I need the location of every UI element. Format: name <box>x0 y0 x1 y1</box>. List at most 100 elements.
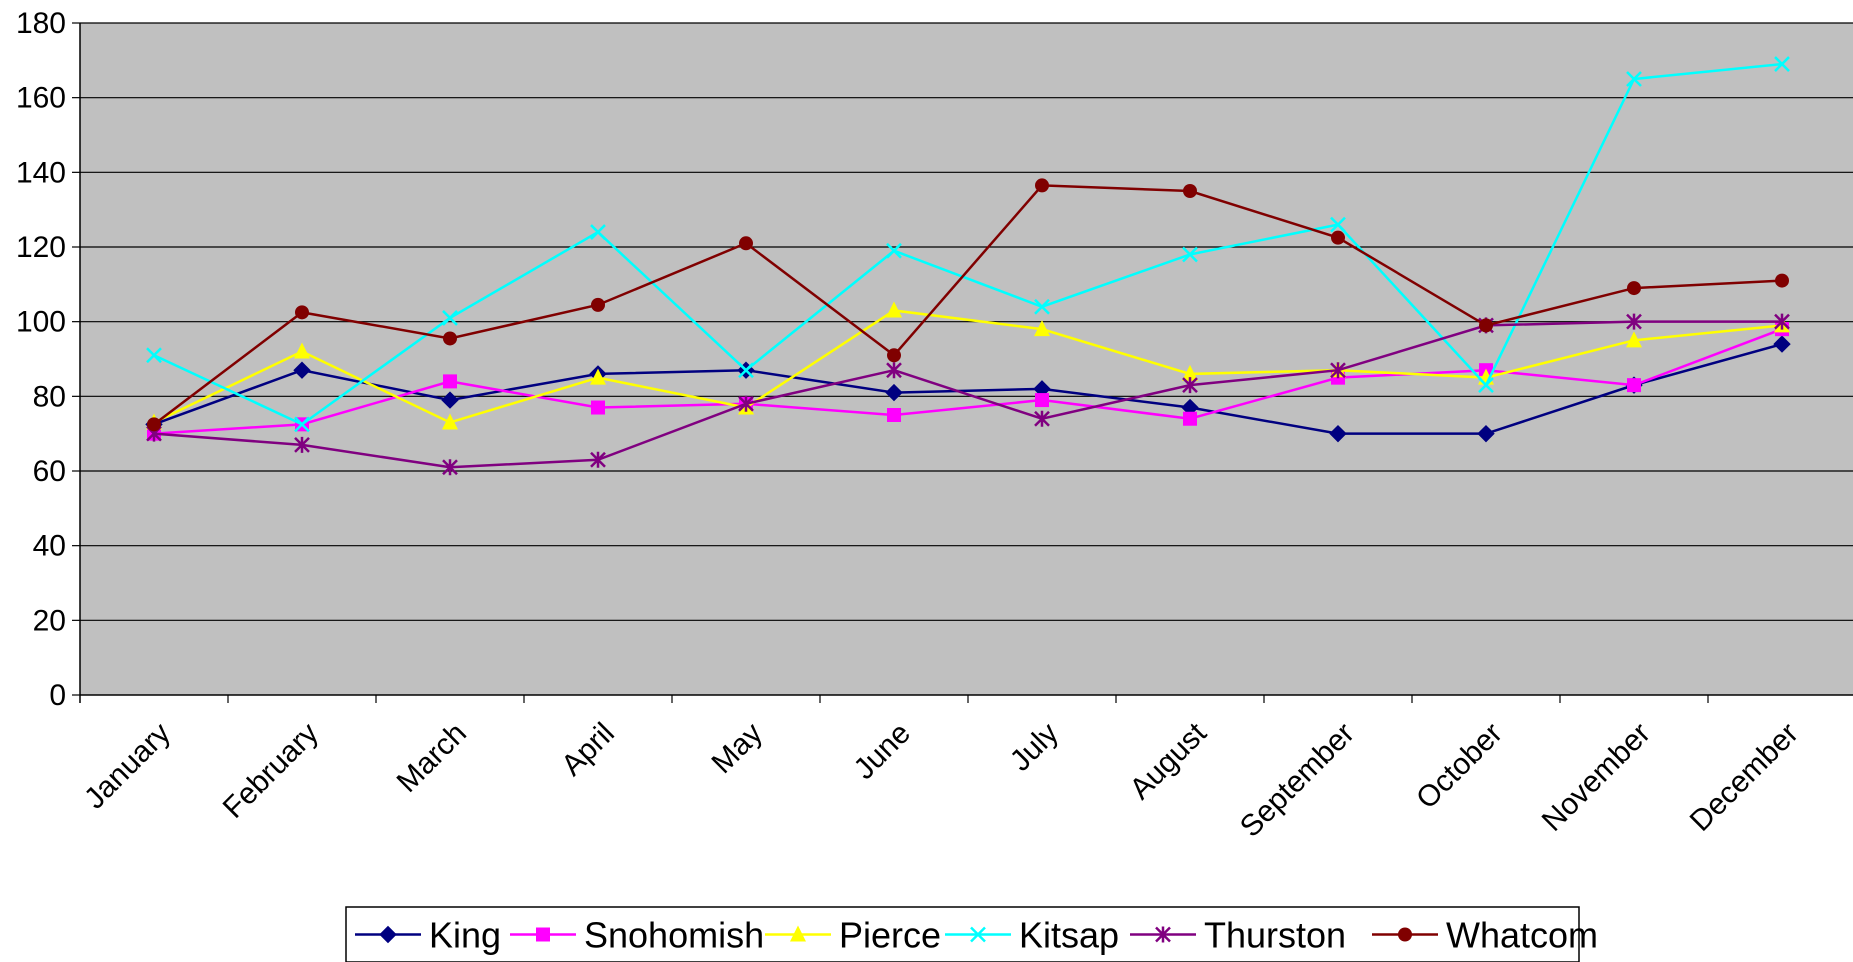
data-point-pierce <box>1182 364 1198 381</box>
y-tick-label: 160 <box>16 82 66 115</box>
data-point-thurston <box>590 451 606 468</box>
y-tick-label: 60 <box>33 455 66 488</box>
data-point-thurston <box>294 436 310 453</box>
x-tick-label: January <box>78 717 177 816</box>
x-tick-label: August <box>1124 716 1214 806</box>
data-point-whatcom <box>443 331 457 346</box>
data-point-whatcom <box>1035 178 1049 193</box>
data-point-whatcom <box>739 236 753 251</box>
x-tick-label: November <box>1536 717 1657 838</box>
x-tick-label: April <box>555 717 621 783</box>
legend-label-snohomish: Snohomish <box>584 915 764 956</box>
data-point-pierce <box>886 301 902 318</box>
data-point-whatcom <box>1183 184 1197 198</box>
series-line-pierce <box>153 309 1783 424</box>
data-point-thurston <box>1626 313 1642 330</box>
data-point-thurston <box>738 395 754 412</box>
x-tick-label: May <box>706 717 769 780</box>
data-point-kitsap <box>590 224 606 240</box>
y-tick-label: 140 <box>16 156 66 189</box>
legend-entry-snohomish: Snohomish <box>510 915 764 956</box>
legend-label-pierce: Pierce <box>839 915 941 956</box>
data-point-whatcom <box>591 297 605 312</box>
data-point-kitsap <box>1478 377 1494 394</box>
legend: King Snohomish Pierce Kitsap Thurston Whatcom <box>345 906 1598 962</box>
data-point-snohomish <box>591 400 605 415</box>
data-point-king <box>441 391 459 409</box>
series-layer <box>145 56 1791 476</box>
legend-entry-whatcom: Whatcom <box>1372 915 1598 956</box>
x-tick-label: September <box>1234 717 1361 844</box>
data-point-kitsap <box>146 347 162 364</box>
legend-marker-thurston <box>1155 926 1171 943</box>
series-line-whatcom <box>153 184 1783 426</box>
data-point-snohomish <box>1035 393 1049 408</box>
data-point-pierce <box>1034 320 1050 337</box>
data-point-kitsap <box>1034 298 1050 315</box>
legend-label-kitsap: Kitsap <box>1019 915 1119 956</box>
x-tick-label: March <box>391 717 473 799</box>
data-point-whatcom <box>147 417 161 432</box>
series-kitsap <box>146 56 1790 433</box>
legend-marker-snohomish <box>536 927 550 942</box>
data-point-king <box>1329 424 1347 443</box>
data-point-kitsap <box>1182 246 1198 263</box>
data-point-thurston <box>442 459 458 476</box>
data-point-whatcom <box>1479 318 1493 333</box>
series-line-thurston <box>153 320 1782 469</box>
y-tick-label: 180 <box>16 7 66 40</box>
data-point-thurston <box>1182 377 1198 394</box>
data-point-kitsap <box>738 362 754 379</box>
data-point-king <box>885 383 903 402</box>
legend-entry-kitsap: Kitsap <box>945 915 1119 956</box>
legend-marker-pierce <box>790 925 806 942</box>
y-tick-label: 80 <box>33 380 66 413</box>
legend-label-thurston: Thurston <box>1204 915 1346 956</box>
x-tick-label: June <box>848 717 917 786</box>
data-point-pierce <box>442 413 458 430</box>
data-point-king <box>1773 335 1791 353</box>
data-point-king <box>293 361 311 379</box>
data-point-snohomish <box>1627 378 1641 393</box>
legend-marker-kitsap <box>970 926 986 943</box>
data-point-kitsap <box>886 242 902 259</box>
data-point-whatcom <box>295 305 309 320</box>
data-point-whatcom <box>887 348 901 363</box>
y-tick-label: 0 <box>49 679 66 712</box>
data-point-snohomish <box>443 374 457 389</box>
data-point-whatcom <box>1627 281 1641 296</box>
data-point-kitsap <box>1774 56 1790 72</box>
data-point-kitsap <box>1626 71 1642 87</box>
series-whatcom <box>147 178 1789 432</box>
data-point-snohomish <box>1183 411 1197 426</box>
legend-marker-king <box>379 925 397 944</box>
series-line-kitsap <box>153 62 1783 426</box>
y-tick-label: 40 <box>33 530 66 563</box>
data-point-kitsap <box>294 416 310 433</box>
data-point-king <box>1477 424 1495 443</box>
legend-entry-thurston: Thurston <box>1130 915 1346 956</box>
legend-label-whatcom: Whatcom <box>1446 915 1598 956</box>
data-point-pierce <box>1626 331 1642 348</box>
series-line-king <box>153 342 1783 435</box>
data-point-pierce <box>294 342 310 359</box>
x-tick-label: October <box>1410 717 1509 816</box>
gridlines <box>80 22 1853 621</box>
data-point-thurston <box>1034 410 1050 427</box>
data-point-whatcom <box>1775 273 1789 288</box>
data-point-kitsap <box>442 310 458 326</box>
y-tick-label: 20 <box>33 604 66 637</box>
x-tick-label: December <box>1684 717 1805 838</box>
data-point-whatcom <box>1331 230 1345 245</box>
y-tick-label: 120 <box>16 231 66 264</box>
plot-area <box>80 23 1853 695</box>
data-point-thurston <box>1330 362 1346 379</box>
data-point-pierce <box>590 368 606 385</box>
legend-entry-pierce: Pierce <box>765 915 941 956</box>
x-tick-label: February <box>217 717 325 825</box>
data-point-snohomish <box>887 408 901 422</box>
legend-entry-king: King <box>355 915 501 956</box>
x-tick-label: July <box>1004 717 1065 778</box>
y-tick-label: 100 <box>16 306 66 339</box>
